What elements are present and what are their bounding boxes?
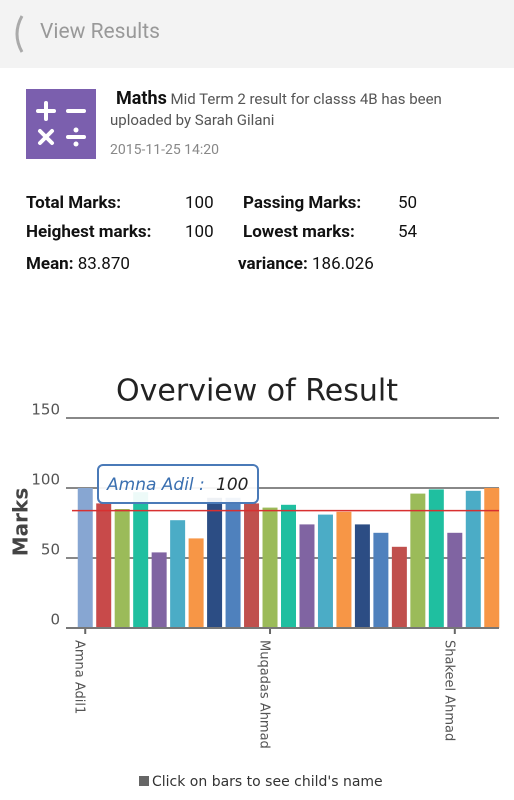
chart-title: Overview of Result <box>116 374 398 409</box>
stat-value: 83.870 <box>77 254 130 274</box>
stat-label: Passing Marks: <box>243 193 362 213</box>
message: Mid Term 2 result for classs 4B has been… <box>110 90 442 129</box>
legend-swatch <box>139 776 149 786</box>
legend-note: Click on bars to see child's name <box>152 774 383 790</box>
bar <box>262 507 278 628</box>
y-tick-label: 0 <box>50 611 60 629</box>
stat-value: 50 <box>398 193 418 213</box>
bar <box>281 504 296 628</box>
y-tick-label: 50 <box>41 541 60 559</box>
bar <box>114 509 130 628</box>
bar <box>484 488 500 628</box>
bar <box>225 497 241 628</box>
bar <box>299 524 315 628</box>
back-button[interactable] <box>10 14 30 54</box>
stat-value: 100 <box>185 222 214 242</box>
tooltip-value: 100 <box>216 475 248 495</box>
bar <box>373 532 389 628</box>
bar <box>77 488 93 628</box>
stat-label: variance: <box>238 254 308 274</box>
bar <box>447 532 463 628</box>
bar <box>465 490 481 628</box>
bar <box>336 511 352 628</box>
bar <box>244 503 260 628</box>
stat-label: Heighest marks: <box>26 222 152 242</box>
bar <box>133 492 149 628</box>
stat-value: 186.026 <box>311 254 374 274</box>
bar <box>96 503 112 628</box>
stat-label: Total Marks: <box>26 193 122 213</box>
bar <box>170 520 186 628</box>
y-axis-label: Marks <box>9 488 33 556</box>
notification: Maths Mid Term 2 result for classs 4B ha… <box>110 88 470 131</box>
bar <box>410 493 426 628</box>
bar <box>391 546 407 628</box>
timestamp: 2015-11-25 14:20 <box>110 142 220 158</box>
stat-value: 100 <box>185 193 214 213</box>
x-tick-label: Shakeel Ahmad <box>441 640 456 741</box>
stat-label: Mean: <box>26 254 74 274</box>
header: View Results <box>0 0 514 68</box>
x-tick-label: Muqadas Ahmad <box>257 640 272 749</box>
stat-label: Lowest marks: <box>243 222 355 242</box>
header-title: View Results <box>40 20 160 44</box>
tooltip <box>97 464 259 504</box>
stat-value: 54 <box>398 222 418 242</box>
bar <box>354 524 370 628</box>
bar <box>207 497 223 628</box>
bar <box>188 538 204 628</box>
bar <box>428 489 444 628</box>
y-tick-label: 150 <box>31 401 60 419</box>
subject: Maths <box>116 88 167 109</box>
tooltip-name: Amna Adil : <box>106 475 205 495</box>
bar <box>151 552 167 628</box>
subject-icon <box>26 89 96 159</box>
y-tick-label: 100 <box>31 471 60 489</box>
bar <box>317 514 333 628</box>
x-tick-label: Amna Adil1 <box>72 640 87 714</box>
